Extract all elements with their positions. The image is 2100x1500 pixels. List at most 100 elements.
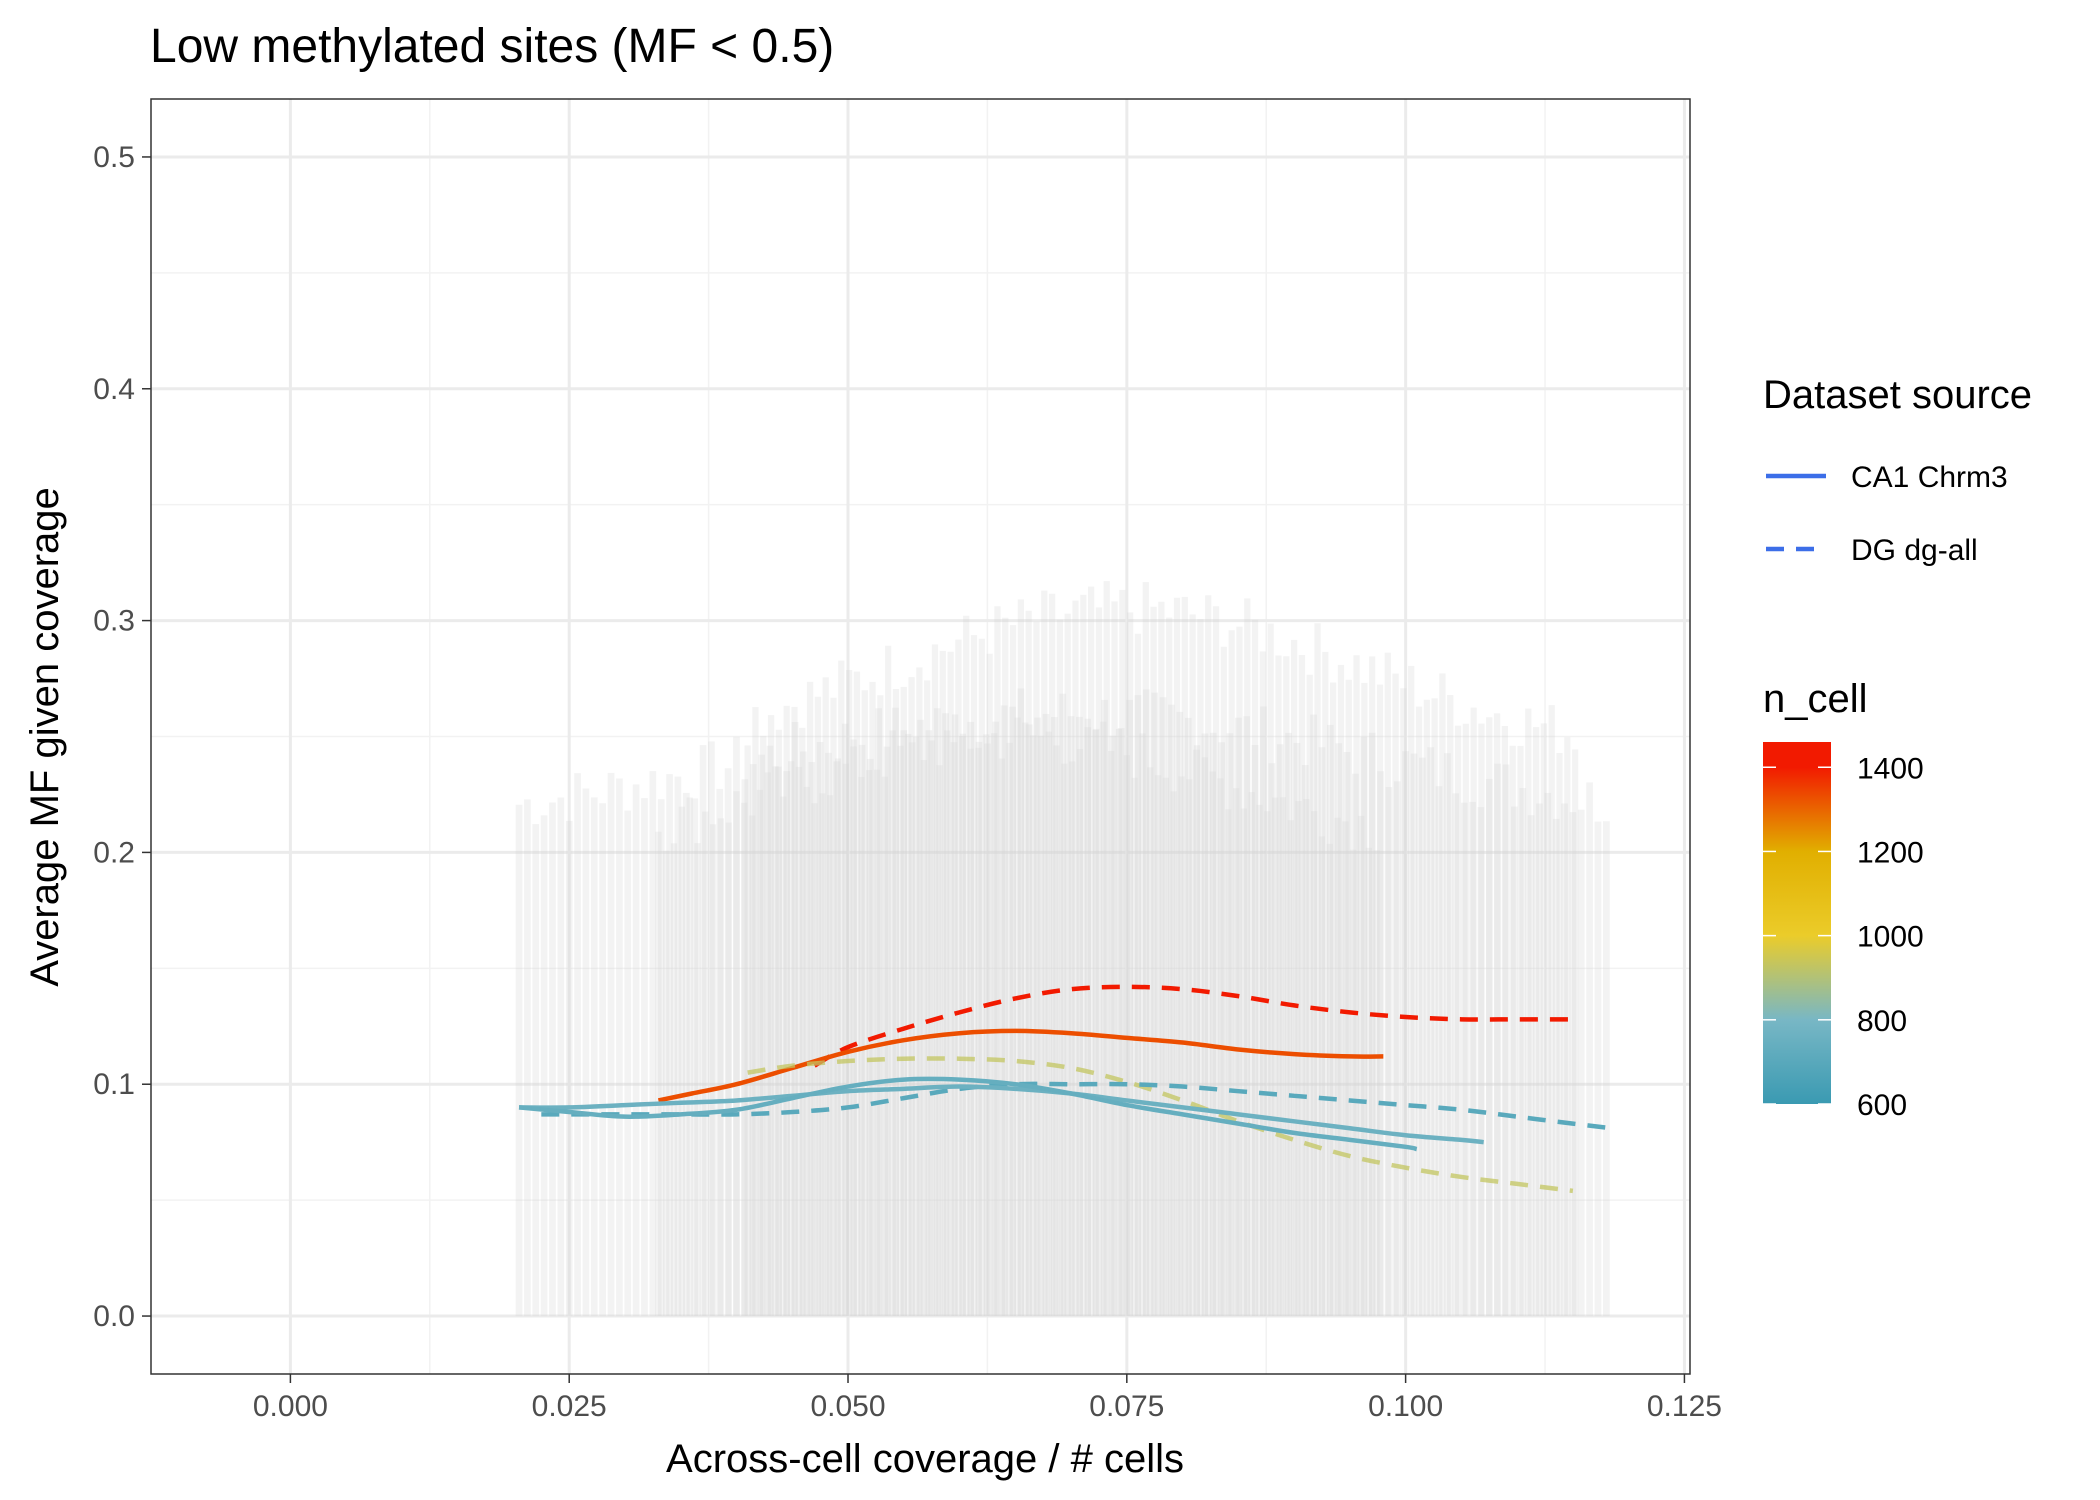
background-bar bbox=[916, 667, 923, 1317]
background-bar bbox=[744, 745, 751, 1317]
background-bar bbox=[1295, 801, 1302, 1317]
background-bar bbox=[990, 733, 998, 1317]
background-bar bbox=[838, 660, 845, 1317]
background-bar bbox=[1159, 697, 1167, 1317]
background-bar bbox=[1279, 797, 1287, 1317]
background-bar bbox=[1045, 731, 1052, 1317]
background-bar bbox=[939, 650, 946, 1317]
background-bar bbox=[1158, 601, 1165, 1317]
background-bars bbox=[515, 581, 1610, 1317]
background-bar bbox=[931, 644, 939, 1317]
background-bar bbox=[1306, 674, 1313, 1317]
background-bar bbox=[1009, 625, 1017, 1317]
background-bar bbox=[1048, 593, 1056, 1317]
background-bar bbox=[1209, 771, 1216, 1317]
background-bar bbox=[663, 850, 670, 1317]
background-bar bbox=[1243, 716, 1251, 1317]
background-bar bbox=[850, 746, 857, 1317]
grid bbox=[151, 99, 1690, 1374]
background-bar bbox=[1189, 614, 1196, 1317]
linetype-legend-title: Dataset source bbox=[1763, 373, 2032, 417]
background-bar bbox=[549, 802, 556, 1317]
background-bar bbox=[1142, 689, 1150, 1317]
background-bar bbox=[1408, 665, 1415, 1317]
background-bar bbox=[1477, 807, 1485, 1317]
background-bar bbox=[733, 736, 740, 1317]
background-bar bbox=[764, 772, 771, 1317]
background-bar bbox=[1586, 782, 1593, 1317]
background-bar bbox=[806, 681, 814, 1317]
background-bar bbox=[1056, 619, 1064, 1317]
series-line-2 bbox=[657, 1028, 1384, 1103]
chart-title: Low methylated sites (MF < 0.5) bbox=[150, 20, 834, 73]
background-bar bbox=[1377, 771, 1384, 1317]
background-bar bbox=[1201, 733, 1209, 1317]
background-bar bbox=[1322, 651, 1329, 1317]
background-bar bbox=[1178, 776, 1185, 1317]
background-bar bbox=[1447, 695, 1454, 1317]
y-tick-label: 0.5 bbox=[93, 141, 135, 174]
background-bar bbox=[958, 736, 966, 1317]
background-bar bbox=[1594, 821, 1602, 1317]
background-bar bbox=[1076, 716, 1083, 1317]
background-bar bbox=[756, 789, 764, 1317]
background-bar bbox=[814, 696, 822, 1317]
background-bar bbox=[1276, 744, 1284, 1317]
background-bar bbox=[924, 680, 931, 1317]
x-tick-label: 0.100 bbox=[1368, 1390, 1443, 1423]
background-bar bbox=[1228, 630, 1235, 1317]
background-bar bbox=[889, 730, 896, 1317]
background-bar bbox=[1139, 733, 1146, 1317]
background-bar bbox=[1037, 735, 1045, 1317]
background-bar bbox=[846, 670, 853, 1317]
background-bar bbox=[1330, 682, 1337, 1317]
background-bar bbox=[748, 815, 756, 1317]
background-bar bbox=[1439, 673, 1446, 1317]
background-bar bbox=[1095, 607, 1103, 1317]
background-bar bbox=[1536, 803, 1543, 1317]
background-bar bbox=[1392, 673, 1399, 1317]
background-bar bbox=[540, 815, 548, 1317]
background-bar bbox=[682, 792, 690, 1317]
background-bar bbox=[1415, 706, 1423, 1317]
background-bar bbox=[574, 773, 581, 1317]
background-bar bbox=[1511, 806, 1518, 1317]
background-bar bbox=[1310, 714, 1317, 1317]
background-bar bbox=[1248, 792, 1255, 1317]
background-bar bbox=[760, 735, 767, 1317]
background-bar bbox=[917, 719, 924, 1317]
background-bar bbox=[858, 744, 866, 1317]
background-bar bbox=[873, 769, 881, 1317]
background-bar bbox=[1240, 808, 1248, 1317]
background-bar bbox=[1369, 656, 1376, 1317]
background-bar bbox=[1111, 601, 1118, 1317]
background-bar bbox=[1033, 621, 1040, 1317]
background-bar bbox=[1084, 718, 1091, 1317]
background-bar bbox=[1352, 773, 1359, 1317]
background-bar bbox=[716, 788, 724, 1317]
background-bar bbox=[1109, 735, 1117, 1317]
background-bar bbox=[983, 734, 990, 1317]
background-bar bbox=[725, 822, 732, 1317]
background-bar bbox=[788, 761, 795, 1317]
background-bar bbox=[1084, 727, 1092, 1317]
background-bar bbox=[900, 730, 908, 1317]
background-bar bbox=[1154, 775, 1162, 1317]
background-bar bbox=[1108, 750, 1115, 1317]
background-bar bbox=[970, 635, 978, 1317]
background-bar bbox=[933, 708, 941, 1317]
background-bar bbox=[686, 797, 693, 1317]
background-bar bbox=[758, 754, 765, 1317]
background-bar bbox=[1205, 595, 1212, 1317]
background-bar bbox=[1470, 707, 1477, 1317]
background-bar bbox=[881, 776, 888, 1317]
background-bar bbox=[1569, 812, 1577, 1317]
background-bar bbox=[875, 708, 883, 1317]
background-bar bbox=[767, 715, 775, 1317]
background-bar bbox=[955, 639, 962, 1317]
background-bar bbox=[724, 768, 732, 1317]
background-bar bbox=[1275, 655, 1282, 1317]
background-bar bbox=[947, 651, 954, 1317]
background-bar bbox=[791, 722, 799, 1317]
background-bar bbox=[1385, 787, 1393, 1317]
